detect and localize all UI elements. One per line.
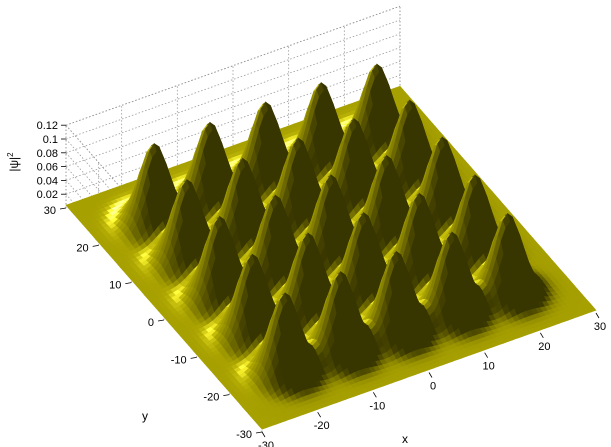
- z-gridline: [65, 124, 263, 350]
- z-gridline: [65, 19, 401, 140]
- z-gridline: [65, 74, 401, 195]
- z-gridline: [65, 33, 401, 154]
- z-gridline: [65, 5, 401, 126]
- z-gridline: [65, 47, 401, 167]
- z-gridline: [65, 152, 263, 378]
- z-gridline: [65, 138, 263, 364]
- surface-layer: [65, 63, 597, 430]
- z-gridline: [65, 61, 401, 181]
